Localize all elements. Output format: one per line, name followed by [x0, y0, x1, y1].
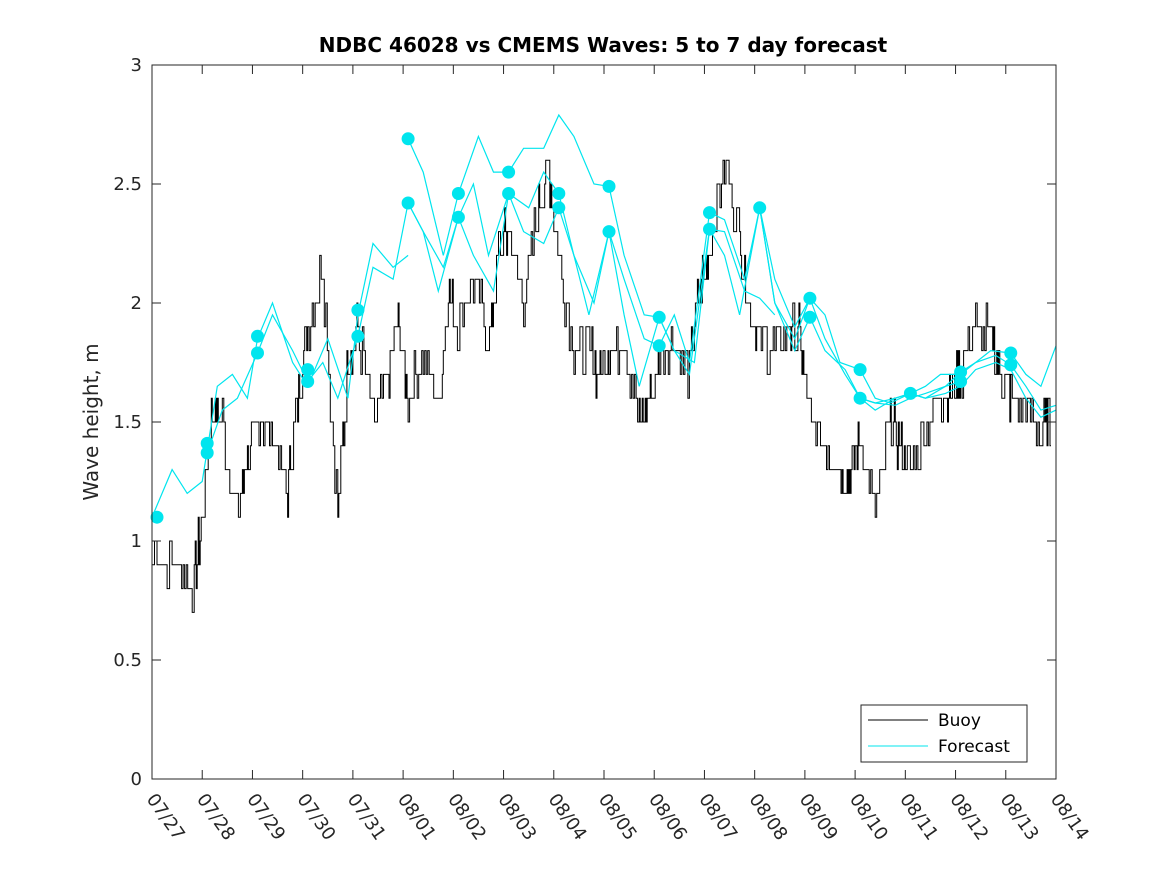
legend-buoy-label: Buoy	[938, 711, 981, 731]
y-tick-label: 1	[131, 531, 142, 552]
forecast-marker	[602, 225, 616, 239]
forecast-line	[206, 170, 560, 454]
forecast-marker	[703, 206, 716, 220]
forecast-marker	[803, 291, 817, 305]
forecast-marker	[401, 132, 415, 146]
buoy-line	[152, 159, 1051, 613]
y-axis: 0 0.5 1 1.5 2 2.5 3	[113, 55, 1056, 790]
buoy-series	[152, 159, 1051, 613]
forecast-marker	[602, 179, 616, 193]
y-tick-label: 1.5	[113, 412, 142, 433]
forecast-marker	[652, 310, 666, 324]
forecast-marker	[200, 446, 214, 460]
legend-box	[860, 704, 1028, 763]
forecast-marker	[451, 210, 465, 224]
forecast-marker	[1004, 358, 1018, 372]
chart-title: NDBC 46028 vs CMEMS Waves: 5 to 7 day fo…	[319, 33, 888, 57]
forecast-marker	[251, 346, 264, 360]
forecast-marker	[753, 201, 767, 215]
forecast-line	[151, 242, 409, 518]
forecast-marker	[552, 187, 566, 200]
forecast-marker	[351, 329, 365, 343]
legend: Buoy Forecast	[860, 704, 1028, 763]
forecast-marker	[552, 201, 566, 215]
forecast-line	[809, 317, 1057, 411]
y-tick-label: 0	[131, 769, 142, 790]
forecast-marker	[703, 222, 716, 236]
forecast-markers	[150, 132, 1018, 524]
y-tick-label: 0.5	[113, 650, 142, 671]
forecast-marker	[401, 196, 415, 210]
forecast-marker	[251, 329, 264, 343]
forecast-marker	[150, 510, 164, 524]
y-tick-label: 2.5	[113, 174, 142, 195]
forecast-marker	[301, 375, 315, 388]
forecast-marker	[954, 365, 968, 379]
legend-forecast-label: Forecast	[938, 737, 1010, 757]
forecast-marker	[853, 391, 867, 405]
forecast-marker	[954, 375, 968, 388]
forecast-marker	[903, 386, 917, 400]
forecast-marker	[502, 165, 516, 179]
forecast-marker	[502, 187, 516, 200]
forecast-marker	[200, 436, 214, 450]
y-tick-label: 3	[131, 55, 142, 76]
forecast-marker	[803, 310, 817, 324]
forecast-marker	[351, 303, 365, 317]
y-tick-label: 2	[131, 293, 142, 314]
y-axis-label: Wave height, m	[79, 343, 103, 500]
forecast-marker	[853, 363, 867, 377]
forecast-marker	[1004, 346, 1018, 360]
forecast-marker	[451, 187, 465, 200]
forecast-marker	[301, 363, 315, 377]
forecast-marker	[652, 339, 666, 353]
